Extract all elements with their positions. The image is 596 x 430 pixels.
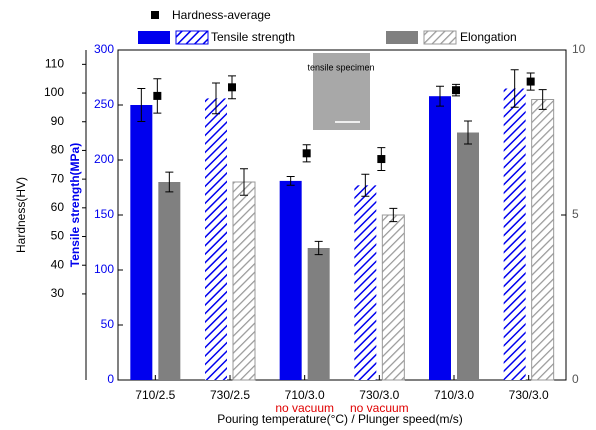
x-tick-note: no vacuum: [350, 401, 409, 415]
hardness-tick-label: 70: [51, 171, 65, 185]
y-tick-label: 100: [94, 262, 114, 276]
inset-label: tensile specimen: [307, 62, 374, 72]
bar: [158, 182, 180, 380]
legend-swatch: [424, 31, 456, 44]
x-tick-label: 710/2.5: [135, 388, 175, 402]
bar: [504, 89, 526, 381]
x-tick-label: 730/3.0: [509, 388, 549, 402]
x-tick-label: 710/3.0: [434, 388, 474, 402]
bar: [457, 133, 479, 381]
hardness-point: [527, 78, 535, 86]
chart: tensile specimen Hardness(HV) Tensile st…: [0, 0, 596, 430]
hardness-tick-label: 60: [51, 200, 65, 214]
legend-swatch: [151, 11, 159, 19]
hardness-point: [153, 92, 161, 100]
hardness-tick-label: 80: [51, 143, 65, 157]
y-tick-label: 200: [94, 152, 114, 166]
bar: [532, 100, 554, 381]
y-tick-label: 0: [107, 372, 114, 386]
hardness-tick-label: 40: [51, 257, 65, 271]
x-tick-label: 710/3.0: [285, 388, 325, 402]
legend-swatch: [138, 31, 170, 44]
hardness-tick-label: 100: [44, 85, 64, 99]
x-tick-note: no vacuum: [275, 401, 334, 415]
bar: [308, 248, 330, 380]
hardness-point: [377, 155, 385, 163]
bar: [280, 181, 302, 380]
bar: [205, 98, 227, 380]
hardness-axis-title: Hardness(HV): [14, 177, 28, 253]
y-tick-label: 50: [101, 317, 115, 331]
legend-label: Tensile strength: [211, 30, 295, 44]
legend-swatch: [176, 31, 208, 44]
legend-label: Elongation: [460, 30, 517, 44]
hardness-tick-label: 50: [51, 229, 65, 243]
x-axis-title: Pouring temperature(°C) / Plunger speed(…: [217, 412, 463, 426]
y2-tick-label: 5: [572, 207, 579, 221]
y2-tick-label: 0: [572, 372, 579, 386]
bar: [233, 182, 255, 380]
hardness-tick-label: 110: [45, 57, 64, 71]
y-tick-label: 250: [94, 97, 114, 111]
bar: [382, 215, 404, 380]
page: {"chart_data": {"type": "bar", "categori…: [0, 0, 596, 430]
y-axis-title: Tensile strength(MPa): [68, 143, 82, 267]
hardness-point: [303, 149, 311, 157]
x-tick-label: 730/2.5: [210, 388, 250, 402]
x-tick-label: 730/3.0: [359, 388, 399, 402]
bar: [354, 185, 376, 380]
y2-tick-label: 10: [572, 42, 586, 56]
y-tick-label: 150: [94, 207, 114, 221]
y-tick-label: 300: [94, 42, 114, 56]
hardness-point: [228, 83, 236, 91]
legend-label: Hardness-average: [172, 8, 271, 22]
legend-swatch: [386, 31, 418, 44]
bar: [429, 96, 451, 380]
bar: [130, 105, 152, 380]
hardness-tick-label: 30: [51, 286, 65, 300]
hardness-tick-label: 90: [51, 114, 65, 128]
hardness-point: [452, 86, 460, 94]
